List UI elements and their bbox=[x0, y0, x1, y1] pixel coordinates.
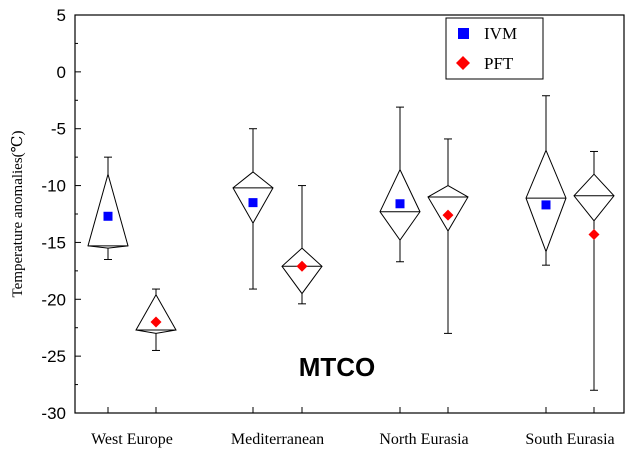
y-axis-label: Temperature anomalies(℃) bbox=[10, 131, 26, 298]
x-tick-label: South Eurasia bbox=[525, 431, 614, 448]
x-tick-label: North Eurasia bbox=[379, 431, 468, 448]
y-tick-label: 5 bbox=[57, 6, 66, 25]
mean-marker bbox=[395, 199, 405, 209]
pft-box bbox=[135, 288, 177, 351]
mean-marker bbox=[296, 260, 308, 272]
y-tick-label: -10 bbox=[41, 177, 66, 196]
x-tick-label: Mediterranean bbox=[231, 431, 324, 448]
legend-ivm-label: IVM bbox=[484, 24, 517, 43]
y-tick-label: -20 bbox=[41, 290, 66, 309]
box-series bbox=[87, 95, 615, 391]
x-axis: West Europe Mediterranean North Eurasia Sou… bbox=[91, 407, 615, 448]
ivm-box bbox=[525, 95, 567, 266]
pft-box bbox=[281, 185, 323, 305]
legend: IVM PFT bbox=[445, 17, 544, 80]
y-tick-label: -30 bbox=[41, 404, 66, 423]
pft-box bbox=[573, 150, 615, 391]
legend-pft-label: PFT bbox=[484, 54, 514, 73]
box-diamond bbox=[87, 172, 129, 249]
y-tick-label: -5 bbox=[51, 120, 66, 139]
box-diamond bbox=[232, 171, 274, 225]
y-tick-label: -25 bbox=[41, 347, 66, 366]
legend-pft-marker bbox=[456, 56, 470, 70]
box-diamond bbox=[427, 184, 469, 233]
box-diamond bbox=[573, 173, 615, 222]
chart-title: MTCO bbox=[299, 352, 376, 382]
mean-marker bbox=[442, 209, 454, 221]
mean-marker bbox=[103, 211, 113, 221]
y-tick-label: 0 bbox=[57, 63, 66, 82]
mean-marker bbox=[150, 316, 162, 328]
y-tick-label: -15 bbox=[41, 233, 66, 252]
legend-ivm-marker bbox=[458, 28, 469, 39]
mean-marker bbox=[248, 198, 258, 208]
box-diamond bbox=[135, 293, 177, 334]
mean-marker bbox=[541, 200, 551, 210]
ivm-box bbox=[232, 128, 274, 290]
y-axis: 5 0 -5 -10 -15 -20 -25 -30 bbox=[41, 6, 81, 423]
x-tick-label: West Europe bbox=[91, 431, 173, 448]
mean-marker bbox=[588, 228, 600, 240]
pft-box bbox=[427, 138, 469, 334]
ivm-box bbox=[87, 156, 129, 260]
ivm-box bbox=[379, 106, 421, 263]
